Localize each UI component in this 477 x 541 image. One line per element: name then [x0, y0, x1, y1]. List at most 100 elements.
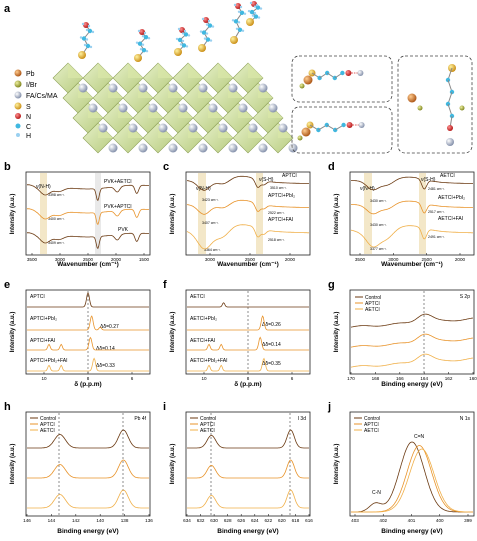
x-tick-label: 2500 — [245, 257, 256, 262]
panel-f-label-4: AETCI+PbI₂+FAI — [190, 358, 228, 364]
panel-h-legend-control: Control — [40, 416, 56, 422]
legend-s-dot — [14, 102, 22, 110]
panel-c-label-1: APTCI — [282, 173, 297, 179]
legend-fa-label: FA/Cs/MA — [26, 93, 58, 100]
panel-d-ann-3: 3430 cm⁻¹ — [370, 223, 387, 227]
perovskite-lattice — [52, 62, 298, 154]
panel-d-ann-4: 2517 cm⁻¹ — [428, 210, 445, 214]
x-tick-label: 8 — [247, 376, 250, 381]
panel-c-ann-3: 3407 cm⁻¹ — [202, 221, 219, 225]
spectrum-aptci-pbi2 — [186, 199, 309, 215]
panel-c-xlabel: Wavenumber (cm⁻¹) — [217, 261, 279, 268]
panel-i-title: I 3d — [298, 416, 307, 422]
legend-c-dot — [15, 123, 21, 129]
panel-e-shift-2: Δδ=0.14 — [96, 346, 115, 352]
panel-f-letter: f — [163, 279, 167, 291]
panel-d-highlight-nh — [364, 173, 372, 254]
panel-b-label-2: PVK+APTCI — [104, 204, 132, 210]
panel-f-label-2: AETCI+PbI₂ — [190, 316, 217, 322]
panel-g-xlabel: Binding energy (eV) — [381, 381, 442, 388]
panel-c-highlight-sh — [256, 173, 263, 254]
legend-n-dot — [15, 113, 21, 119]
a-site-cation — [228, 83, 238, 93]
x-tick-label: 3000 — [205, 257, 216, 262]
legend-c-label: C — [26, 124, 31, 131]
x-tick-label: 620 — [278, 518, 286, 523]
xps-i3d-aptci — [187, 459, 309, 479]
a-site-cation — [108, 143, 118, 153]
panel-f-xlabel: δ (p.p.m) — [234, 381, 261, 388]
panel-b-xlabel: Wavenumber (cm⁻¹) — [57, 261, 119, 268]
panel-b-ann-2: 3400 cm⁻¹ — [48, 217, 65, 221]
x-tick-label: 3500 — [27, 257, 38, 262]
panel-g-frame — [349, 289, 475, 375]
panel-d-label-1: AETCI — [440, 173, 455, 179]
x-tick-label: 162 — [445, 376, 453, 381]
a-site-cation — [158, 123, 168, 133]
panel-d-highlight-sh — [419, 173, 426, 254]
x-tick-label: 3000 — [55, 257, 66, 262]
ligand-molecule — [78, 22, 95, 59]
panel-f-ylabel: Intensity (a.u.) — [170, 312, 176, 353]
nmr-aetci-fai — [187, 336, 309, 351]
x-tick-label: 164 — [420, 376, 428, 381]
spectrum-pvk-aptci — [26, 208, 149, 226]
legend-h-dot — [16, 133, 20, 137]
a-site-cation — [108, 83, 118, 93]
panel-i-legend-aetci: AETCI — [200, 428, 215, 434]
x-tick-label: 136 — [145, 518, 153, 523]
xps-pb4f-aptci — [27, 459, 149, 479]
a-site-cation — [198, 143, 208, 153]
panel-e: e APTCI APTCI+PbI₂ APTCI+FAI APTCI+PbI₂+… — [4, 279, 151, 388]
panel-b-peak-label: ν(N-H) — [36, 184, 51, 190]
x-tick-label: 10 — [41, 376, 47, 381]
spectrum-aetci-fai — [350, 225, 473, 248]
binding-mode-pb-s — [299, 69, 364, 89]
panel-e-label-3: APTCI+FAI — [30, 338, 55, 344]
panel-b-highlight — [40, 173, 47, 254]
a-site-cation — [138, 143, 148, 153]
panel-h-frame — [25, 411, 151, 517]
x-tick-label: 616 — [305, 518, 313, 523]
panel-g-legend-aptci: APTCI — [365, 301, 380, 307]
panel-h-letter: h — [4, 401, 11, 413]
a-site-cation — [118, 103, 128, 113]
panel-i-frame — [185, 411, 311, 517]
panel-c-letter: c — [163, 161, 169, 173]
panel-d: d ν(N-H) ν(S-H) AETCI AETCI+PbI₂ AETCI+F… — [328, 161, 475, 268]
legend-s-label: S — [26, 104, 31, 111]
panel-g-title: S 2p — [460, 294, 471, 300]
panel-i-letter: i — [163, 401, 166, 413]
panel-i-legend-control: Control — [200, 416, 216, 422]
xps-s2p-aetci — [350, 353, 474, 368]
panel-g-ylabel: Intensity (a.u.) — [334, 312, 340, 353]
x-tick-label: 618 — [292, 518, 300, 523]
spectrum-pvk — [26, 232, 149, 250]
a-site-cation — [98, 123, 108, 133]
ligand-molecule — [230, 3, 247, 44]
x-tick-label: 2500 — [83, 257, 94, 262]
spectrum-aptci-fai — [186, 224, 309, 250]
panel-c-ann-4: 2522 cm⁻¹ — [268, 211, 285, 215]
nmr-aptci-pbi2-fai — [27, 357, 149, 372]
panel-d-ann-1: 3430 cm⁻¹ — [370, 199, 387, 203]
panel-d-xlabel: Wavenumber (cm⁻¹) — [381, 261, 443, 268]
legend-fa-dot — [14, 91, 22, 99]
xps-s2p-control — [350, 313, 474, 328]
atom-legend: Pb I/Br FA/Cs/MA S N C H — [14, 69, 58, 140]
panel-d-ann-2: 2481 cm⁻¹ — [428, 187, 445, 191]
a-site-cation — [78, 83, 88, 93]
panel-b-label-1: PVK+AETCI — [104, 179, 132, 185]
panel-b: b ν(N-H) PVK+AETCI PVK+APTCI PVK 3398 cm… — [4, 161, 151, 268]
spectrum-aptci — [186, 175, 309, 191]
panel-g-letter: g — [328, 279, 335, 291]
binding-mode-pb-s-fa — [297, 121, 365, 141]
x-tick-label: 399 — [464, 518, 472, 523]
a-site-cation — [138, 83, 148, 93]
x-tick-label: 2500 — [422, 257, 433, 262]
nmr-aetci-pbi2 — [187, 315, 309, 331]
panel-d-ann-6: 2491 cm⁻¹ — [428, 235, 445, 239]
xps-pb4f-aetci — [27, 489, 149, 509]
nmr-aptci-pbi2 — [27, 315, 149, 331]
panel-a: a Pb I/Br FA/Cs/MA S N C H — [4, 1, 473, 154]
